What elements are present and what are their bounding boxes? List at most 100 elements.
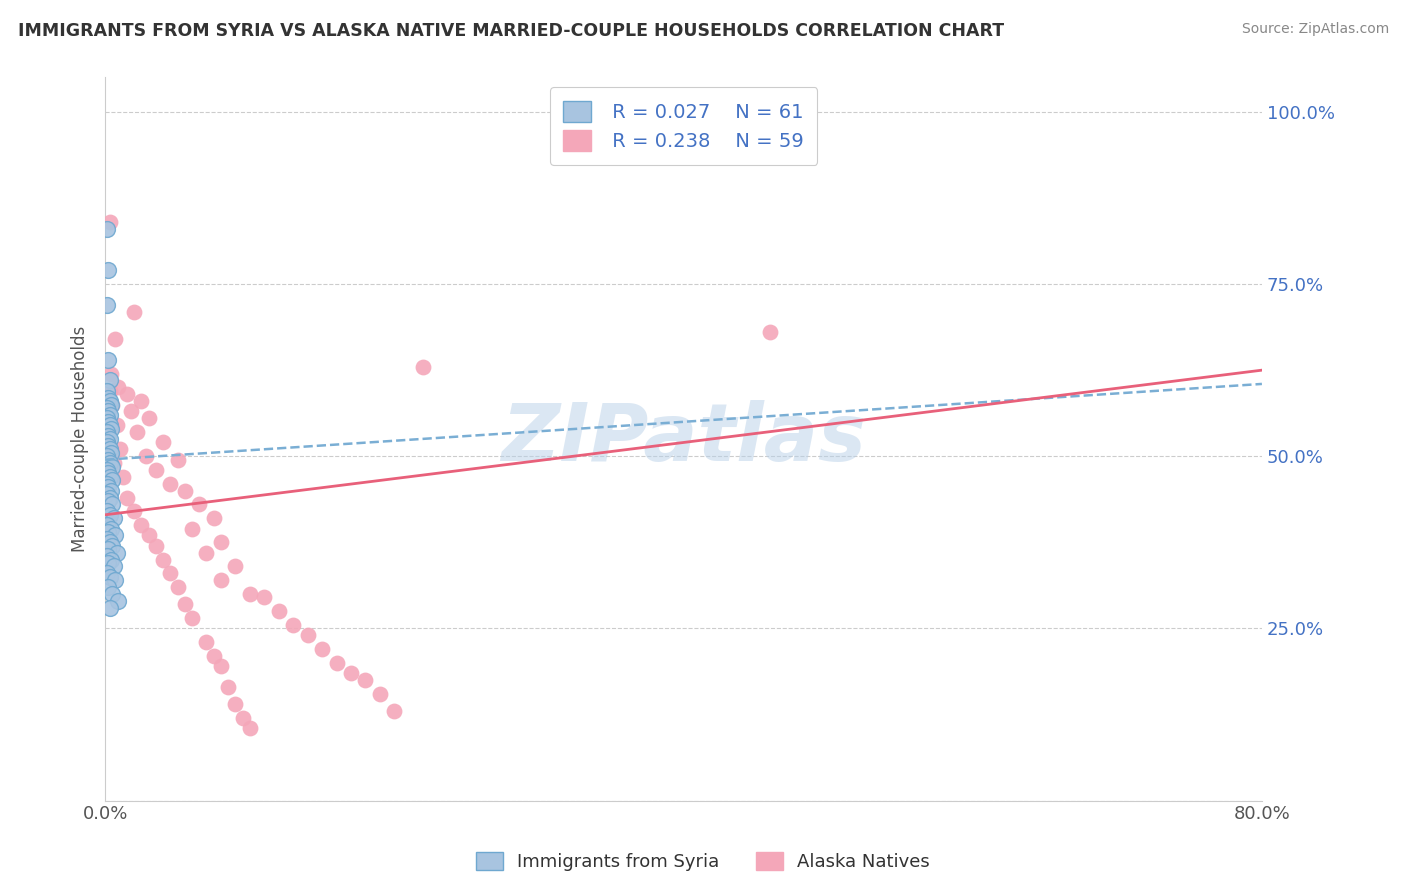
Point: [107, 594, 129, 608]
Point: [105, 418, 128, 433]
Point: [96, 487, 118, 501]
Text: Source: ZipAtlas.com: Source: ZipAtlas.com: [1241, 22, 1389, 37]
Point: [107, 380, 129, 394]
Point: [97, 494, 120, 508]
Point: [108, 442, 131, 457]
Point: [103, 511, 125, 525]
Point: [96, 549, 118, 563]
Point: [209, 659, 232, 673]
Text: ZIPatlas: ZIPatlas: [501, 400, 866, 478]
Point: [297, 628, 319, 642]
Point: [115, 491, 138, 505]
Point: [354, 673, 377, 687]
Point: [98, 384, 121, 398]
Point: [152, 435, 174, 450]
Point: [101, 398, 124, 412]
Point: [101, 459, 124, 474]
Point: [195, 635, 218, 649]
Point: [209, 535, 232, 549]
Point: [96, 449, 118, 463]
Point: [125, 425, 148, 439]
Point: [101, 587, 124, 601]
Point: [115, 387, 138, 401]
Point: [138, 528, 160, 542]
Point: [97, 452, 120, 467]
Point: [181, 522, 204, 536]
Point: [100, 522, 122, 536]
Y-axis label: Married-couple Households: Married-couple Households: [72, 326, 89, 552]
Point: [96, 411, 118, 425]
Point: [120, 404, 142, 418]
Point: [100, 422, 122, 436]
Point: [104, 528, 127, 542]
Point: [98, 600, 121, 615]
Point: [96, 566, 118, 581]
Point: [100, 483, 122, 498]
Point: [98, 570, 121, 584]
Point: [96, 384, 118, 398]
Point: [104, 332, 127, 346]
Point: [97, 542, 120, 557]
Point: [152, 552, 174, 566]
Legend: Immigrants from Syria, Alaska Natives: Immigrants from Syria, Alaska Natives: [468, 845, 938, 879]
Point: [96, 425, 118, 439]
Point: [267, 604, 290, 618]
Point: [96, 476, 118, 491]
Point: [98, 408, 121, 422]
Point: [122, 304, 145, 318]
Point: [283, 618, 305, 632]
Point: [97, 524, 120, 539]
Point: [100, 398, 122, 412]
Point: [239, 721, 262, 735]
Point: [138, 411, 160, 425]
Point: [100, 367, 122, 381]
Point: [145, 539, 167, 553]
Point: [105, 546, 128, 560]
Point: [188, 498, 211, 512]
Point: [97, 556, 120, 570]
Point: [98, 491, 121, 505]
Point: [159, 476, 181, 491]
Point: [384, 704, 406, 718]
Point: [98, 456, 121, 470]
Point: [97, 428, 120, 442]
Point: [96, 298, 118, 312]
Point: [145, 463, 167, 477]
Point: [98, 394, 121, 409]
Point: [98, 432, 121, 446]
Point: [96, 401, 118, 415]
Point: [202, 648, 225, 663]
Point: [103, 559, 125, 574]
Point: [173, 483, 195, 498]
Point: [98, 470, 121, 484]
Point: [759, 326, 782, 340]
Point: [224, 697, 246, 711]
Point: [96, 435, 118, 450]
Point: [122, 504, 145, 518]
Point: [100, 552, 122, 566]
Point: [97, 391, 120, 405]
Point: [181, 611, 204, 625]
Point: [131, 394, 153, 409]
Point: [97, 439, 120, 453]
Point: [239, 587, 262, 601]
Text: IMMIGRANTS FROM SYRIA VS ALASKA NATIVE MARRIED-COUPLE HOUSEHOLDS CORRELATION CHA: IMMIGRANTS FROM SYRIA VS ALASKA NATIVE M…: [18, 22, 1004, 40]
Point: [97, 480, 120, 494]
Point: [98, 418, 121, 433]
Point: [97, 415, 120, 429]
Point: [96, 463, 118, 477]
Point: [101, 539, 124, 553]
Point: [209, 573, 232, 587]
Point: [159, 566, 181, 581]
Point: [98, 508, 121, 522]
Point: [173, 597, 195, 611]
Point: [166, 452, 188, 467]
Point: [166, 580, 188, 594]
Point: [97, 263, 120, 277]
Point: [98, 215, 121, 229]
Point: [325, 656, 347, 670]
Point: [98, 535, 121, 549]
Point: [104, 573, 127, 587]
Point: [253, 591, 276, 605]
Point: [96, 518, 118, 533]
